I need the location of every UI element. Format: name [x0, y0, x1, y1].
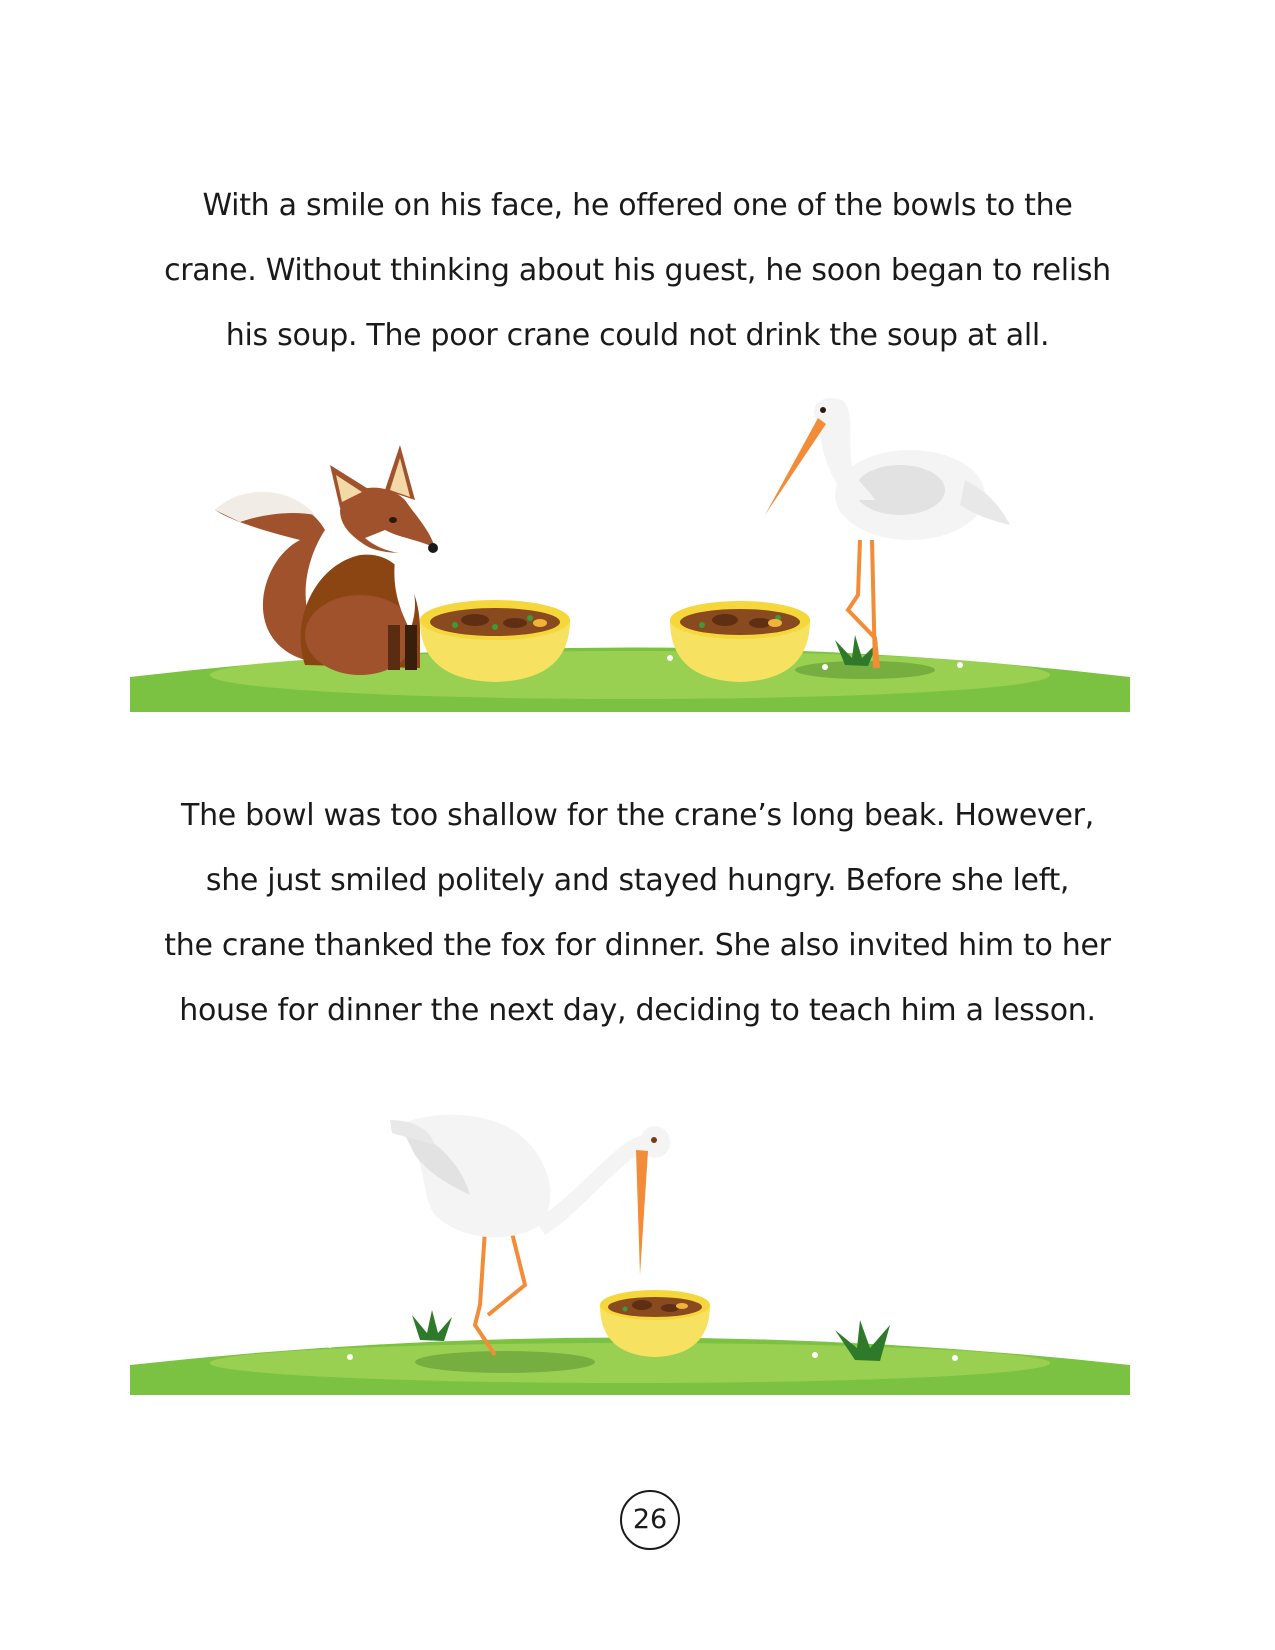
soup-bowl-crane: [670, 601, 810, 682]
grass-tuft: [835, 1320, 890, 1361]
small-flower: [347, 1354, 353, 1360]
story-paragraph-1: With a smile on his face, he offered one…: [0, 173, 1275, 368]
crane-bending: [390, 1114, 670, 1357]
paragraph-line: house for dinner the next day, deciding …: [179, 993, 1096, 1028]
paragraph-line: the crane thanked the fox for dinner. Sh…: [164, 928, 1111, 963]
grass-tuft: [835, 635, 878, 666]
small-flower: [667, 655, 673, 661]
grass-tuft: [412, 1310, 452, 1341]
small-flower: [952, 1355, 958, 1361]
grass-highlight: [210, 1343, 1050, 1383]
paragraph-line: The bowl was too shallow for the crane’s…: [181, 798, 1094, 833]
soup-bowl-fox: [420, 600, 570, 682]
story-paragraph-2: The bowl was too shallow for the crane’s…: [0, 783, 1275, 1043]
shadow: [795, 661, 935, 679]
small-flower: [957, 662, 963, 668]
crane-at-bowl-illustration: [130, 1105, 1130, 1475]
small-flower: [822, 664, 828, 670]
small-flower: [327, 1342, 333, 1348]
paragraph-line: she just smiled politely and stayed hung…: [205, 863, 1070, 898]
crane-standing: [765, 398, 1010, 669]
paragraph-line: his soup. The poor crane could not drink…: [225, 318, 1050, 353]
shadow: [415, 1351, 595, 1373]
page-number: 26: [620, 1490, 680, 1550]
paragraph-line: With a smile on his face, he offered one…: [202, 188, 1073, 223]
fox: [215, 445, 438, 675]
fox-and-crane-dinner-illustration: [130, 390, 1130, 752]
small-flower: [812, 1352, 818, 1358]
paragraph-line: crane. Without thinking about his guest,…: [164, 253, 1111, 288]
soup-bowl: [600, 1290, 710, 1357]
